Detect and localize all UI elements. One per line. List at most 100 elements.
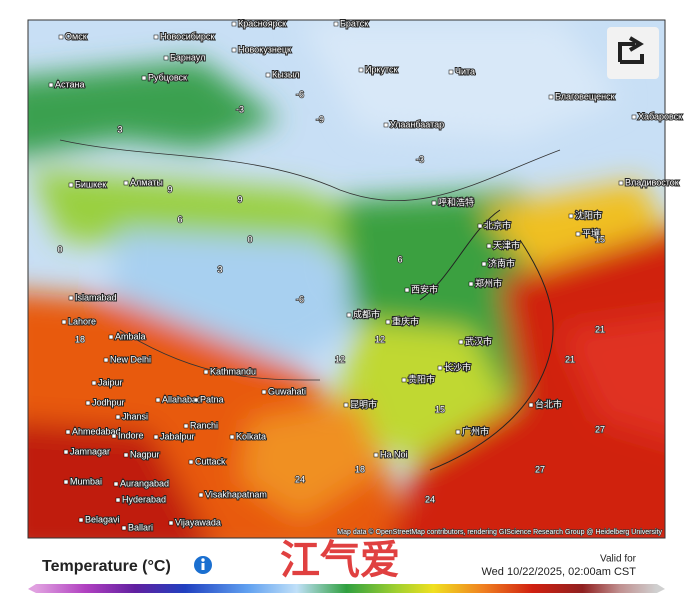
city-label: Бишкек [75, 179, 106, 189]
city-marker [63, 449, 69, 455]
contour-label: 12 [335, 354, 345, 364]
city-label: 重庆市 [392, 315, 419, 326]
city-marker [63, 479, 69, 485]
city-marker [203, 369, 209, 375]
city-marker [231, 47, 237, 53]
city-marker [404, 287, 410, 293]
city-marker [333, 21, 339, 27]
city-marker [229, 434, 235, 440]
city-marker [108, 334, 114, 340]
city-label: Алматы [130, 177, 163, 187]
city-label: Belagavi [85, 514, 120, 524]
city-marker [121, 525, 127, 531]
city-label: Patna [200, 394, 224, 404]
city-label: 郑州市 [475, 277, 502, 288]
city-label: Хабаровск [638, 111, 682, 121]
map-frame [27, 19, 666, 539]
city-marker [58, 34, 64, 40]
city-marker [548, 94, 554, 100]
city-marker [68, 295, 74, 301]
contour-label: 0 [247, 234, 252, 244]
share-button[interactable] [607, 27, 659, 79]
contour-label: -3 [236, 104, 244, 114]
city-label: Новокузнецк [238, 44, 291, 54]
city-marker [91, 380, 97, 386]
city-label: Владивосток [625, 177, 679, 187]
contour-label: -6 [296, 89, 304, 99]
city-marker [346, 312, 352, 318]
contour-label: 24 [425, 494, 435, 504]
city-marker [153, 34, 159, 40]
city-label: 成都市 [353, 308, 380, 319]
city-marker [481, 261, 487, 267]
city-marker [401, 377, 407, 383]
city-label: 西安市 [411, 283, 438, 294]
city-marker [373, 452, 379, 458]
legend-title: Temperature (°C) [42, 558, 171, 575]
contour-label: 3 [217, 264, 222, 274]
map [28, 20, 665, 538]
city-marker [477, 223, 483, 229]
city-marker [455, 429, 461, 435]
contour-label: 21 [595, 324, 605, 334]
city-marker [383, 122, 389, 128]
city-marker [123, 452, 129, 458]
city-marker [261, 389, 267, 395]
contour-label: 21 [565, 354, 575, 364]
city-label: 武汉市 [465, 335, 492, 346]
city-label: Ambala [115, 331, 146, 341]
contour-label: 27 [595, 424, 605, 434]
city-label: Jamnagar [70, 446, 110, 456]
city-label: Cuttack [195, 456, 226, 466]
city-marker [468, 281, 474, 287]
city-label: Рубцовск [148, 72, 187, 82]
info-icon[interactable] [194, 556, 212, 574]
city-label: Nagpur [130, 449, 160, 459]
valid-for: Valid for [600, 554, 637, 565]
city-marker [61, 319, 67, 325]
city-label: Aurangabad [120, 478, 169, 488]
city-label: Jodhpur [92, 397, 125, 407]
city-marker [618, 180, 624, 186]
city-marker [113, 481, 119, 487]
contour-label: 6 [397, 254, 402, 264]
city-marker [528, 402, 534, 408]
city-label: Благовещенск [555, 91, 615, 101]
contour-label: -3 [416, 154, 424, 164]
contour-label: 18 [355, 464, 365, 474]
city-marker [448, 69, 454, 75]
contour-label: 3 [117, 124, 122, 134]
city-label: 天津市 [493, 239, 520, 250]
city-label: 济南市 [488, 257, 515, 268]
contour-label: 0 [57, 244, 62, 254]
city-marker [431, 200, 437, 206]
city-marker [168, 520, 174, 526]
city-label: 长沙市 [444, 361, 471, 372]
city-marker [163, 55, 169, 61]
city-marker [48, 82, 54, 88]
city-marker [115, 414, 121, 420]
city-label: Ranchi [190, 420, 218, 430]
city-label: Mumbai [70, 476, 102, 486]
contour-label: 15 [595, 234, 605, 244]
city-marker [437, 365, 443, 371]
city-label: Ha Noi [380, 449, 408, 459]
city-label: Братск [340, 18, 368, 28]
city-label: Kolkata [236, 431, 266, 441]
contour-label: -9 [316, 114, 324, 124]
contour-label: -6 [296, 294, 304, 304]
city-label: 贵阳市 [408, 373, 435, 384]
city-marker [631, 114, 637, 120]
city-label: Кызыл [272, 69, 300, 79]
city-label: Jhansi [122, 411, 148, 421]
city-label: 昆明市 [350, 398, 377, 409]
city-marker [198, 492, 204, 498]
contour-label: 12 [375, 334, 385, 344]
city-label: Барнаул [170, 52, 205, 62]
contour-label: 6 [177, 214, 182, 224]
city-marker [343, 402, 349, 408]
city-marker [458, 339, 464, 345]
city-marker [68, 182, 74, 188]
city-marker [265, 72, 271, 78]
city-label: Vijayawada [175, 517, 221, 527]
